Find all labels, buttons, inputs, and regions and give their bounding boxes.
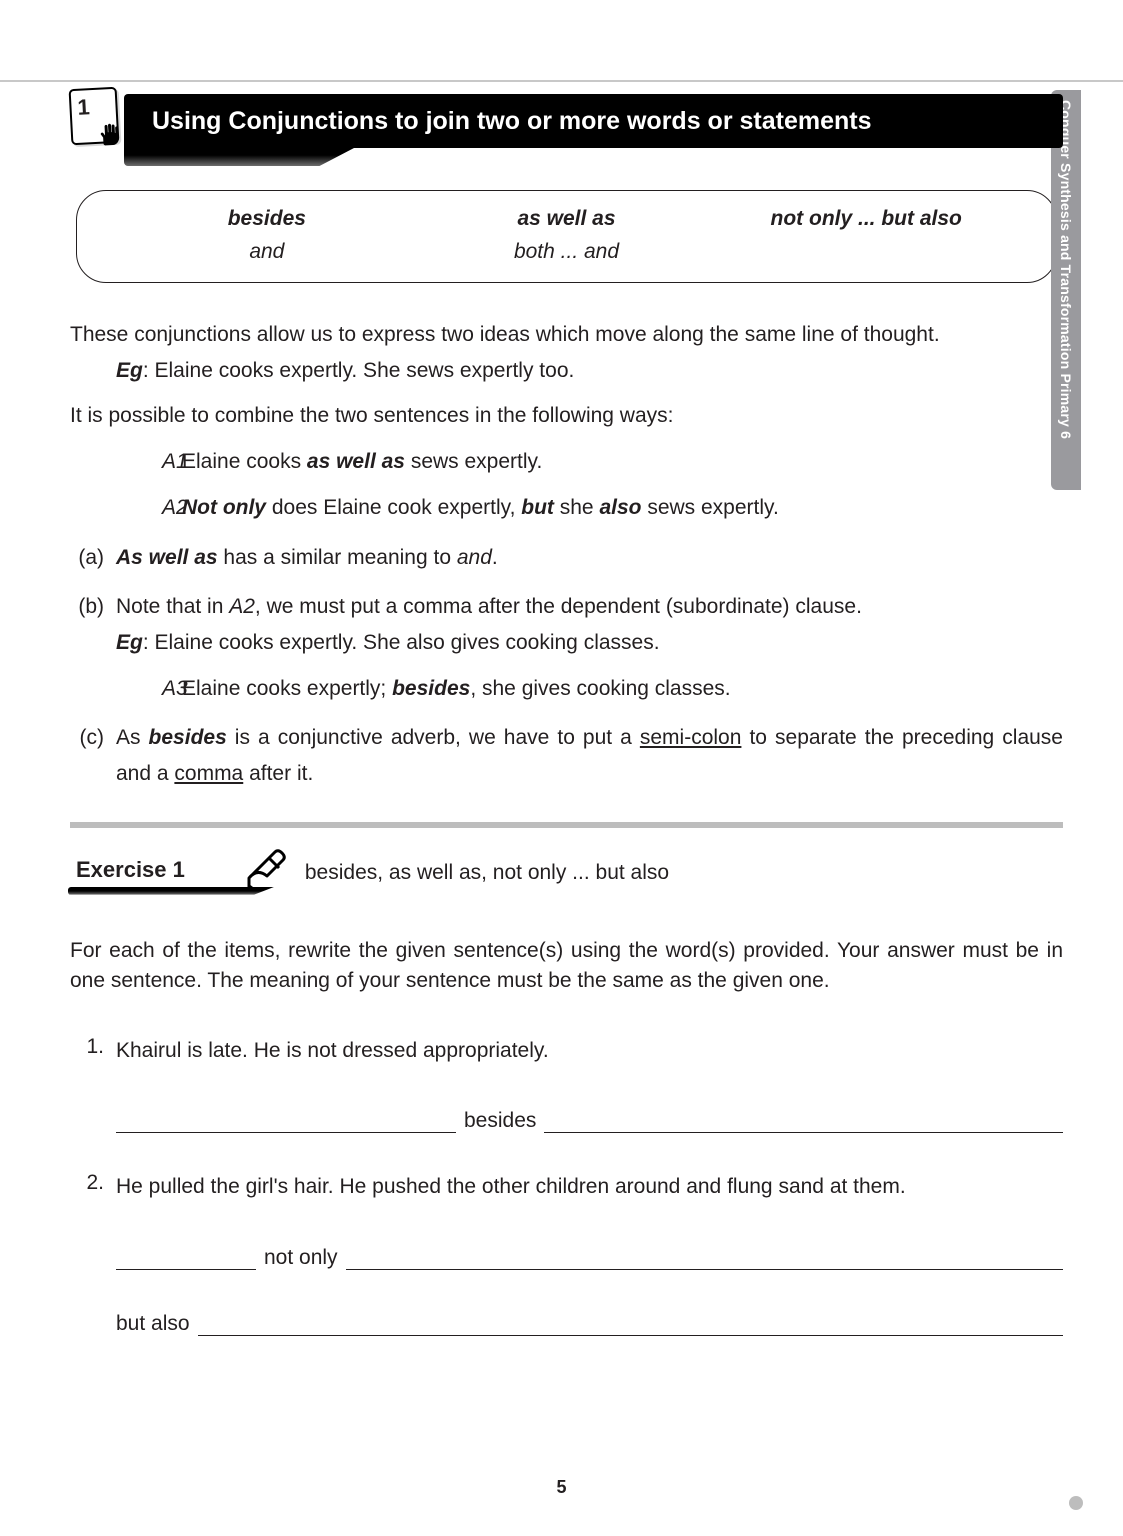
explanation-body: These conjunctions allow us to express t… bbox=[70, 317, 1063, 792]
corner-dot-icon bbox=[1069, 1496, 1083, 1510]
a1-pre: Elaine cooks bbox=[182, 450, 307, 473]
note-b-pre: Note that in bbox=[116, 595, 229, 618]
conj-col-2: as well as both ... and bbox=[417, 203, 717, 268]
a3-text: Elaine cooks expertly; besides, she give… bbox=[182, 671, 1063, 707]
q2-given-word-1: not only bbox=[264, 1246, 338, 1270]
a2-post: sews expertly. bbox=[641, 496, 778, 519]
section-divider bbox=[70, 822, 1063, 828]
section-number: 1 bbox=[77, 94, 91, 121]
section-banner: Using Conjunctions to join two or more w… bbox=[70, 94, 1063, 172]
q2-answer-line-1: not only bbox=[116, 1246, 1063, 1270]
note-c-ul2: comma bbox=[174, 762, 243, 785]
worksheet-page: Conquer Synthesis and Transformation Pri… bbox=[0, 0, 1123, 1536]
note-b: (b) Note that in A2, we must put a comma… bbox=[70, 589, 1063, 625]
conj-aswellas: as well as bbox=[417, 203, 717, 236]
banner-tail bbox=[124, 148, 354, 166]
note-c-pre: As bbox=[116, 726, 149, 749]
note-b-body: Note that in A2, we must put a comma aft… bbox=[116, 589, 1063, 625]
eg2-label: Eg bbox=[116, 631, 143, 654]
a2-text: Not only does Elaine cook expertly, but … bbox=[182, 490, 1063, 526]
a2-mid1: does Elaine cook expertly, bbox=[266, 496, 521, 519]
q1-number: 1. bbox=[70, 1035, 116, 1068]
exercise-underline bbox=[68, 887, 275, 895]
a1-bi: as well as bbox=[307, 450, 405, 473]
note-c-end: after it. bbox=[243, 762, 313, 785]
conj-bothand: both ... and bbox=[417, 236, 717, 269]
q2-number: 2. bbox=[70, 1171, 116, 1204]
note-c-mark: (c) bbox=[70, 720, 116, 791]
blank-line[interactable] bbox=[544, 1110, 1063, 1133]
exercise-header: Exercise 1 besides, as well as, not only… bbox=[70, 848, 1063, 898]
q1-given-word: besides bbox=[464, 1109, 536, 1133]
conj-besides: besides bbox=[117, 203, 417, 236]
eg-label: Eg bbox=[116, 359, 143, 382]
example-a2: A2 Not only does Elaine cook expertly, b… bbox=[70, 490, 1063, 526]
note-a-mid: has a similar meaning to bbox=[218, 546, 457, 569]
section-number-card: 1 bbox=[69, 87, 120, 145]
a2-bi1: Not only bbox=[182, 496, 266, 519]
exercise-chip: Exercise 1 bbox=[70, 857, 205, 889]
a2-label: A2 bbox=[116, 490, 182, 526]
exercise-label: Exercise 1 bbox=[76, 857, 205, 883]
q2-answer-line-2: but also bbox=[116, 1312, 1063, 1336]
exercise-subtitle: besides, as well as, not only ... but al… bbox=[305, 861, 669, 885]
q1-answer-line: besides bbox=[116, 1109, 1063, 1133]
a1-post: sews expertly. bbox=[405, 450, 542, 473]
a3-label: A3 bbox=[116, 671, 182, 707]
question-2: 2. He pulled the girl's hair. He pushed … bbox=[70, 1171, 1063, 1204]
example-2: Eg: Elaine cooks expertly. She also give… bbox=[70, 625, 1063, 661]
note-c: (c) As besides is a conjunctive adverb, … bbox=[70, 720, 1063, 791]
exercise-instructions: For each of the items, rewrite the given… bbox=[70, 936, 1063, 997]
conjunctions-box: besides and as well as both ... and not … bbox=[76, 190, 1057, 283]
note-b-post: , we must put a comma after the dependen… bbox=[255, 595, 862, 618]
eg1-text: : Elaine cooks expertly. She sews expert… bbox=[143, 359, 574, 382]
a2-mid2: she bbox=[554, 496, 600, 519]
blank-line[interactable] bbox=[116, 1247, 256, 1270]
eg2-text: : Elaine cooks expertly. She also gives … bbox=[143, 631, 660, 654]
a1-text: Elaine cooks as well as sews expertly. bbox=[182, 444, 1063, 480]
note-a-mark: (a) bbox=[70, 540, 116, 576]
a2-bi2: but bbox=[521, 496, 554, 519]
conj-col-1: besides and bbox=[117, 203, 417, 268]
blank-line[interactable] bbox=[116, 1110, 456, 1133]
q2-text: He pulled the girl's hair. He pushed the… bbox=[116, 1171, 1063, 1204]
banner-bar: Using Conjunctions to join two or more w… bbox=[124, 94, 1063, 148]
a3-bi: besides bbox=[392, 677, 470, 700]
example-1: Eg: Elaine cooks expertly. She sews expe… bbox=[70, 353, 1063, 389]
q2-given-word-2: but also bbox=[116, 1312, 190, 1336]
page-number: 5 bbox=[0, 1477, 1123, 1498]
blank-line[interactable] bbox=[346, 1247, 1063, 1270]
a3-pre: Elaine cooks expertly; bbox=[182, 677, 392, 700]
example-a1: A1 Elaine cooks as well as sews expertly… bbox=[70, 444, 1063, 480]
note-c-body: As besides is a conjunctive adverb, we h… bbox=[116, 720, 1063, 791]
q1-text: Khairul is late. He is not dressed appro… bbox=[116, 1035, 1063, 1068]
question-1: 1. Khairul is late. He is not dressed ap… bbox=[70, 1035, 1063, 1068]
para-intro: These conjunctions allow us to express t… bbox=[70, 317, 1063, 353]
conj-and: and bbox=[117, 236, 417, 269]
top-rule bbox=[0, 80, 1123, 82]
note-a-body: As well as has a similar meaning to and. bbox=[116, 540, 1063, 576]
note-b-mark: (b) bbox=[70, 589, 116, 625]
hand-icon bbox=[96, 123, 121, 148]
example-a3: A3 Elaine cooks expertly; besides, she g… bbox=[70, 671, 1063, 707]
note-c-mid1: is a conjunctive adverb, we have to put … bbox=[227, 726, 640, 749]
note-a-end: . bbox=[492, 546, 498, 569]
blank-line[interactable] bbox=[198, 1313, 1063, 1336]
a3-post: , she gives cooking classes. bbox=[470, 677, 730, 700]
note-b-ii: A2 bbox=[229, 595, 255, 618]
note-a-ii: and bbox=[457, 546, 492, 569]
para-combine: It is possible to combine the two senten… bbox=[70, 398, 1063, 434]
a1-label: A1 bbox=[116, 444, 182, 480]
note-c-bi: besides bbox=[149, 726, 227, 749]
a2-bi3: also bbox=[599, 496, 641, 519]
conj-notonly: not only ... but also bbox=[716, 203, 1016, 236]
note-a-bi: As well as bbox=[116, 546, 218, 569]
note-a: (a) As well as has a similar meaning to … bbox=[70, 540, 1063, 576]
conj-col-3: not only ... but also bbox=[716, 203, 1016, 236]
note-c-ul1: semi-colon bbox=[640, 726, 742, 749]
section-title: Using Conjunctions to join two or more w… bbox=[152, 107, 871, 136]
